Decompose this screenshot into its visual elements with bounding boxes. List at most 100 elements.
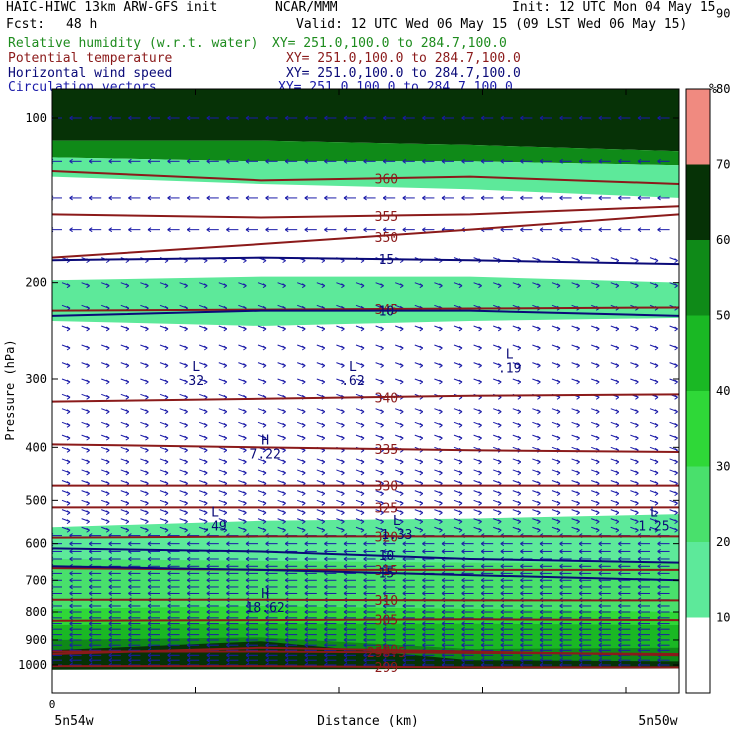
- wind-vector: [610, 509, 620, 516]
- wind-vector: [277, 344, 286, 351]
- wind-vector: [284, 158, 298, 164]
- y-tick-label: 500: [25, 493, 47, 507]
- wind-vector: [395, 421, 404, 428]
- wind-vector: [618, 549, 631, 554]
- wind-vector: [69, 577, 82, 583]
- y-axis: 100 200 300 400 500 600 700 800 900 1000: [18, 111, 679, 672]
- wind-vector: [402, 195, 415, 201]
- wind-vector: [101, 490, 110, 497]
- wind-vector: [422, 591, 435, 596]
- wind-vector: [179, 518, 188, 525]
- wind-vector: [649, 362, 659, 369]
- valid-time: Valid: 12 UTC Wed 06 May 15 (09 LST Wed …: [296, 17, 688, 32]
- wind-vector: [539, 584, 552, 590]
- wind-vector: [81, 408, 90, 415]
- wind-vector: [101, 344, 110, 351]
- wind-vector: [226, 577, 239, 583]
- wind-vector: [591, 408, 600, 415]
- wind-vector: [147, 227, 160, 233]
- wind-vector: [128, 609, 141, 615]
- wind-vector: [245, 632, 258, 638]
- wind-vector: [226, 115, 239, 121]
- wind-vector: [512, 526, 522, 533]
- extremum-letter-4: L: [211, 505, 219, 520]
- wind-vector: [402, 549, 415, 554]
- wind-vector: [649, 518, 659, 525]
- wind-vector: [120, 421, 130, 428]
- wind-vector: [343, 584, 356, 590]
- wind-vector: [284, 632, 298, 638]
- wind-vector: [520, 657, 533, 663]
- wind-vector: [199, 526, 208, 533]
- wind-vector: [539, 158, 552, 164]
- wind-vector: [441, 609, 454, 615]
- wind-vector: [88, 657, 102, 663]
- wind-vector: [218, 446, 228, 453]
- wind-vector: [363, 556, 376, 562]
- wind-vector: [578, 563, 592, 569]
- wind-vector: [422, 577, 435, 583]
- wind-vector: [101, 458, 110, 465]
- wind-vector: [657, 158, 670, 164]
- wind-vector: [277, 469, 286, 476]
- wind-vector: [343, 637, 356, 643]
- extremum-letter-7: H: [261, 587, 269, 602]
- wind-vector: [571, 458, 580, 465]
- wind-vector: [257, 469, 267, 476]
- wind-vector: [218, 282, 228, 289]
- wind-vector: [375, 518, 384, 525]
- wind-vector: [355, 526, 365, 533]
- extremum-value-7: 18.62: [246, 601, 285, 616]
- extremum-value-6: 1.25: [638, 519, 669, 534]
- wind-vector: [414, 499, 424, 506]
- wind-vector: [245, 227, 258, 233]
- wind-line-2: [52, 309, 679, 317]
- wind-vector: [61, 421, 71, 428]
- wind-vector: [571, 469, 580, 476]
- wind-vector: [218, 344, 228, 351]
- wind-vector: [598, 158, 611, 164]
- wind-vector: [559, 657, 572, 663]
- wind-vector: [669, 282, 678, 289]
- wind-vector: [61, 509, 71, 516]
- wind-vector: [422, 584, 435, 590]
- colorbar-tick-label: 60: [716, 233, 730, 247]
- wind-vector: [551, 518, 561, 525]
- wind-vector: [108, 609, 121, 615]
- wind-vector: [610, 325, 620, 332]
- wind-vector: [324, 657, 337, 663]
- wind-vector: [382, 621, 396, 626]
- wind-vector: [551, 362, 561, 369]
- wind-vector: [159, 518, 169, 525]
- wind-vector: [520, 591, 533, 596]
- wind-vector: [265, 158, 278, 164]
- wind-vector: [382, 632, 396, 638]
- theta-label-11: 305: [375, 614, 398, 629]
- wind-vector: [480, 158, 494, 164]
- wind-vector: [206, 115, 219, 121]
- wind-vector: [218, 325, 228, 332]
- wind-vector: [598, 609, 611, 615]
- wind-vector: [363, 632, 376, 638]
- wind-vector: [649, 325, 659, 332]
- wind-vector: [551, 282, 561, 289]
- wind-vector: [461, 195, 474, 201]
- wind-vector: [578, 195, 592, 201]
- extremum-value-1: .62: [341, 374, 364, 389]
- wind-vector: [81, 393, 90, 400]
- wind-vector: [461, 158, 474, 164]
- wind-vector: [414, 509, 424, 516]
- wind-vector: [147, 626, 160, 632]
- wind-vector: [363, 637, 376, 643]
- wind-vector: [520, 637, 533, 643]
- wind-vector: [238, 499, 247, 506]
- wind-vector: [532, 378, 541, 385]
- wind-vector: [520, 609, 533, 615]
- wind-vector: [441, 541, 454, 547]
- wind-vector: [69, 591, 82, 596]
- wind-vector: [238, 509, 247, 516]
- wind-vector: [108, 570, 121, 576]
- wind-vector: [324, 584, 337, 590]
- wind-label-1: 15: [379, 567, 395, 582]
- wind-vector: [304, 609, 317, 615]
